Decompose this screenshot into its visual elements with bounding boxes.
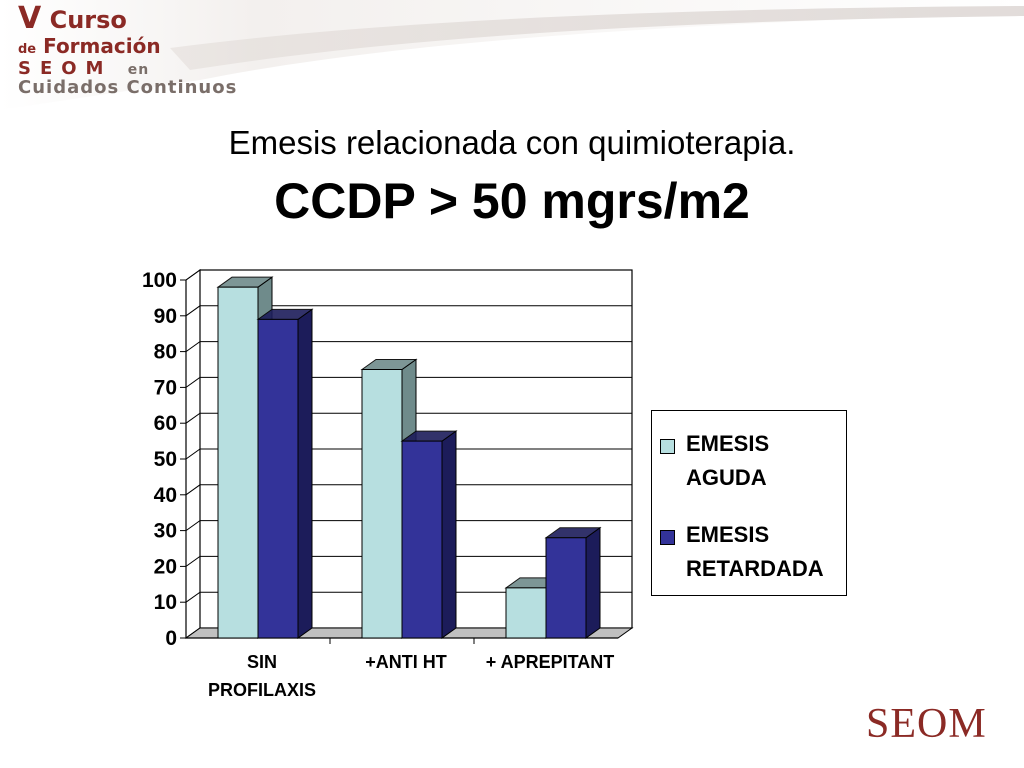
gridline-50 bbox=[185, 448, 632, 460]
logo-line2: Formación bbox=[43, 34, 161, 58]
legend-label-aguda-line2: AGUDA bbox=[686, 465, 767, 490]
bar-retardada-0 bbox=[257, 318, 299, 639]
y-tick-label-40: 40 bbox=[154, 484, 177, 507]
bar-side-retardada-2 bbox=[585, 526, 601, 639]
y-tick-label-80: 80 bbox=[154, 341, 177, 364]
logo-line1: Curso bbox=[49, 6, 127, 34]
bar-side-retardada-0 bbox=[297, 308, 313, 639]
y-tick-label-60: 60 bbox=[154, 412, 177, 435]
x-category-label-0-1: PROFILAXIS bbox=[208, 680, 316, 700]
bar-aguda-2 bbox=[505, 587, 547, 639]
legend-label-aguda-line1: EMESIS bbox=[686, 431, 770, 456]
legend-label-retardada-line2: RETARDADA bbox=[686, 556, 824, 581]
gridline-60 bbox=[185, 412, 632, 424]
seom-brand-logo: SEOM bbox=[866, 701, 987, 747]
logo-line3: SEOM bbox=[18, 58, 113, 79]
bar-retardada-1 bbox=[401, 440, 443, 639]
x-category-label-1-0: +ANTI HT bbox=[365, 652, 447, 672]
y-tick-label-20: 20 bbox=[154, 555, 177, 578]
slide-title: Emesis relacionada con quimioterapia. bbox=[228, 124, 796, 161]
gridline-100 bbox=[185, 269, 632, 281]
legend-item-aguda: EMESIS AGUDA bbox=[660, 427, 836, 495]
gridline-70 bbox=[185, 376, 632, 388]
course-logo: V Curso de Formación SEOM en Cuidados Co… bbox=[18, 4, 237, 97]
x-category-label-0-0: SIN bbox=[247, 652, 277, 672]
gridline-40 bbox=[185, 484, 632, 496]
y-tick-label-10: 10 bbox=[154, 591, 177, 614]
bar-retardada-2 bbox=[545, 537, 587, 639]
gridline-30 bbox=[185, 520, 632, 532]
y-tick-label-100: 100 bbox=[142, 269, 177, 292]
logo-line2-small: de bbox=[18, 42, 37, 57]
y-tick-label-0: 0 bbox=[165, 627, 177, 650]
legend-item-retardada: EMESIS RETARDADA bbox=[660, 518, 836, 586]
y-tick-label-50: 50 bbox=[154, 448, 177, 471]
bar-side-retardada-1 bbox=[441, 430, 457, 639]
x-category-label-2-0: + APREPITANT bbox=[486, 652, 615, 672]
legend-label-retardada-line1: EMESIS bbox=[686, 522, 770, 547]
header-banner bbox=[0, 0, 1024, 110]
y-tick-label-90: 90 bbox=[154, 305, 177, 328]
logo-line3-small: en bbox=[127, 62, 150, 78]
gridline-10 bbox=[185, 591, 632, 603]
bar-aguda-0 bbox=[217, 286, 259, 639]
y-tick-label-70: 70 bbox=[154, 376, 177, 399]
gridline-90 bbox=[185, 305, 632, 317]
slide-subtitle: CCDP > 50 mgrs/m2 bbox=[274, 173, 750, 229]
legend-swatch-retardada bbox=[660, 530, 675, 545]
y-tick-label-30: 30 bbox=[154, 520, 177, 543]
logo-line4: Cuidados Continuos bbox=[18, 77, 238, 98]
gridline-20 bbox=[185, 555, 632, 567]
logo-line1-big: V bbox=[18, 1, 42, 36]
legend-swatch-aguda bbox=[660, 439, 675, 454]
legend-label-aguda: EMESIS AGUDA bbox=[686, 427, 836, 495]
bar-aguda-1 bbox=[361, 369, 403, 639]
chart-legend: EMESIS AGUDA EMESIS RETARDADA bbox=[651, 410, 847, 596]
gridline-80 bbox=[185, 341, 632, 353]
legend-label-retardada: EMESIS RETARDADA bbox=[686, 518, 836, 586]
